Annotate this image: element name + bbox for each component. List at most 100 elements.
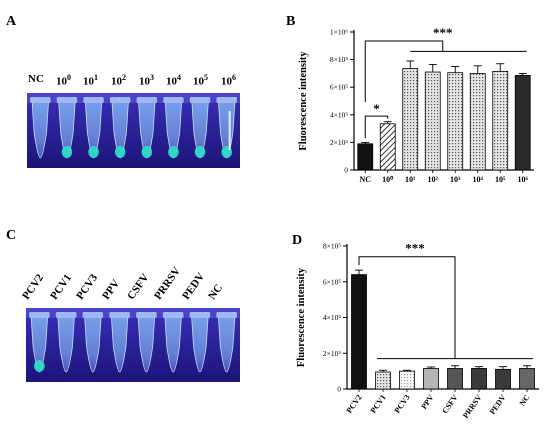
tube-fluorescence bbox=[114, 146, 126, 158]
bar bbox=[492, 70, 509, 171]
tube-fluorescence bbox=[34, 360, 45, 372]
y-tick-label: 4×10⁵ bbox=[330, 110, 348, 119]
significance-label: * bbox=[373, 101, 380, 116]
tube-fluorescence bbox=[194, 146, 206, 158]
tube-cap bbox=[29, 312, 50, 318]
y-tick-label: 2×10⁵ bbox=[323, 349, 341, 358]
y-tick-label: 0 bbox=[337, 385, 341, 394]
x-tick-label: PCV1 bbox=[369, 393, 388, 415]
significance-label: *** bbox=[433, 25, 453, 40]
y-tick-label: 1×10⁶ bbox=[330, 28, 348, 37]
tube-label-text: 10 bbox=[139, 75, 150, 88]
tube bbox=[31, 100, 49, 159]
tube-label-text: 10 bbox=[83, 75, 94, 88]
tube-label-c: PCV1 bbox=[48, 272, 75, 302]
tube-label-exponent: 3 bbox=[150, 73, 154, 82]
tube-label-text: 10 bbox=[221, 75, 232, 88]
tube-label-a: 101 bbox=[83, 73, 98, 88]
bar bbox=[447, 72, 464, 171]
bar-chart-b: Fluorescence intensity 0 2×10⁵ 4×10⁵ 6×10⁵ 8×… bbox=[290, 20, 540, 195]
x-tick-label: PEDV bbox=[488, 393, 508, 416]
tube-label-c: PEDV bbox=[180, 270, 208, 302]
tube-cap bbox=[83, 97, 104, 103]
bar bbox=[379, 123, 396, 171]
tube-highlight bbox=[228, 111, 231, 150]
significance-bracket bbox=[358, 256, 456, 359]
tube-label-c: NC bbox=[206, 282, 226, 302]
tube-cap bbox=[216, 312, 237, 318]
tube bbox=[30, 315, 49, 373]
tube-label-exponent: 1 bbox=[94, 73, 98, 82]
x-tick-label: 10⁴ bbox=[473, 175, 484, 184]
tube-cap bbox=[189, 97, 211, 103]
tube-label-text: 10 bbox=[56, 75, 67, 88]
tube bbox=[217, 315, 236, 373]
panel-letter-c: C bbox=[6, 228, 17, 243]
x-tick-label: PCV3 bbox=[393, 393, 412, 415]
tube bbox=[110, 315, 129, 373]
tube-label-a: 100 bbox=[56, 73, 71, 88]
tube bbox=[84, 315, 102, 373]
tube-cap bbox=[216, 97, 237, 103]
x-tick-label: 10² bbox=[428, 175, 439, 184]
tube-label-c: PCV3 bbox=[74, 272, 101, 302]
tube-cap bbox=[189, 312, 211, 318]
tube-label-exponent: 4 bbox=[177, 73, 181, 82]
bar bbox=[519, 368, 535, 390]
bar bbox=[469, 73, 486, 171]
bar bbox=[424, 71, 441, 171]
x-tick-label: 10⁶ bbox=[518, 175, 529, 184]
tube-fluorescence bbox=[168, 146, 179, 158]
tube-cap bbox=[56, 97, 78, 103]
y-tick-label: 2×10⁵ bbox=[330, 138, 348, 147]
x-tick-label: 10¹ bbox=[405, 175, 416, 184]
tube-label-a: 103 bbox=[139, 73, 154, 88]
tube-label-exponent: 0 bbox=[67, 73, 71, 82]
tube-cap bbox=[55, 312, 77, 318]
bar bbox=[423, 368, 439, 390]
bar bbox=[357, 143, 374, 171]
y-axis-label: Fluorescence intensity bbox=[296, 267, 307, 367]
tube bbox=[57, 315, 75, 373]
tube-cap bbox=[30, 97, 51, 103]
tube-fluorescence bbox=[141, 146, 153, 158]
significance-bracket bbox=[364, 40, 444, 103]
tube-cap bbox=[109, 312, 130, 318]
bar bbox=[471, 368, 487, 390]
tube-cap bbox=[163, 97, 184, 103]
tube-cap bbox=[109, 97, 131, 103]
tube-label-c: CSFV bbox=[125, 271, 152, 302]
bar bbox=[402, 68, 419, 171]
significance-label: *** bbox=[405, 241, 425, 256]
tube-label-text: 10 bbox=[193, 75, 204, 88]
x-tick-label: NC bbox=[518, 393, 532, 408]
panel-letter-d: D bbox=[292, 233, 303, 248]
x-tick-label: 10³ bbox=[450, 175, 461, 184]
tube-cap bbox=[82, 312, 104, 318]
bar bbox=[351, 274, 367, 390]
tube-label-a: 106 bbox=[221, 73, 236, 88]
bar bbox=[399, 370, 415, 390]
panel-letter-b: B bbox=[286, 14, 296, 29]
tube bbox=[191, 315, 209, 373]
x-tick-label: CSFV bbox=[440, 393, 459, 415]
x-tick-label: PPV bbox=[419, 393, 435, 411]
bar bbox=[375, 371, 391, 390]
tube-label-exponent: 6 bbox=[232, 73, 236, 82]
tube bbox=[137, 315, 156, 373]
tube-label-exponent: 5 bbox=[204, 73, 208, 82]
x-tick-label: 10⁰ bbox=[382, 175, 394, 184]
tube-photo-a bbox=[27, 93, 240, 168]
tube-fluorescence bbox=[88, 146, 99, 158]
tube-label-c: PPV bbox=[100, 277, 123, 302]
significance-bracket bbox=[364, 115, 389, 139]
x-tick-label: 10⁵ bbox=[495, 175, 506, 184]
tube-label-c: PRRSV bbox=[152, 265, 184, 302]
x-tick-label: PCV2 bbox=[345, 393, 364, 415]
panel-letter-a: A bbox=[6, 14, 17, 29]
tube-cap bbox=[162, 312, 184, 318]
tube-photo-c bbox=[26, 308, 240, 382]
x-tick-label: NC bbox=[359, 175, 371, 184]
tube-rack bbox=[26, 308, 240, 318]
y-axis-label: Fluorescence intensity bbox=[298, 51, 309, 151]
